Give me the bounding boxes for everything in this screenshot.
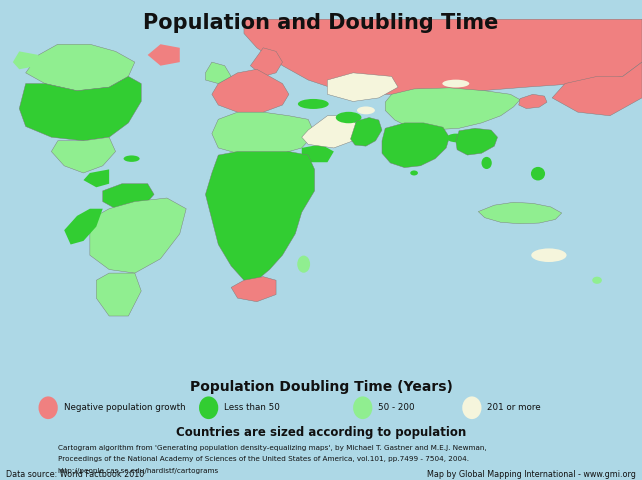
- Polygon shape: [26, 44, 135, 91]
- Polygon shape: [244, 19, 642, 94]
- Text: Population Doubling Time (Years): Population Doubling Time (Years): [189, 380, 453, 394]
- Polygon shape: [250, 48, 282, 76]
- Ellipse shape: [442, 80, 469, 87]
- Text: http://people.cas.sc.edu/hardistf/cartograms: http://people.cas.sc.edu/hardistf/cartog…: [58, 468, 219, 474]
- Polygon shape: [64, 209, 103, 244]
- Polygon shape: [205, 152, 315, 280]
- Ellipse shape: [447, 133, 465, 142]
- Text: Population and Doubling Time: Population and Doubling Time: [143, 13, 499, 34]
- Polygon shape: [385, 88, 520, 130]
- Ellipse shape: [39, 396, 58, 419]
- Polygon shape: [212, 112, 315, 155]
- Ellipse shape: [336, 112, 361, 123]
- Polygon shape: [51, 137, 116, 173]
- Ellipse shape: [462, 396, 482, 419]
- Polygon shape: [83, 169, 109, 187]
- Text: Proceedings of the National Academy of Sciences of the United States of America,: Proceedings of the National Academy of S…: [58, 456, 469, 462]
- Text: Negative population growth: Negative population growth: [64, 403, 185, 412]
- Ellipse shape: [357, 107, 375, 114]
- Polygon shape: [302, 116, 360, 148]
- Polygon shape: [231, 276, 276, 302]
- Polygon shape: [96, 273, 141, 316]
- Polygon shape: [382, 123, 449, 168]
- Polygon shape: [351, 118, 382, 146]
- Text: Cartogram algorithm from 'Generating population density-equalizing maps', by Mic: Cartogram algorithm from 'Generating pop…: [58, 445, 487, 451]
- Text: Less than 50: Less than 50: [224, 403, 280, 412]
- Polygon shape: [327, 73, 398, 101]
- Ellipse shape: [199, 396, 218, 419]
- Text: Map by Global Mapping International - www.gmi.org: Map by Global Mapping International - ww…: [427, 470, 636, 479]
- Ellipse shape: [410, 170, 418, 176]
- Polygon shape: [478, 202, 562, 224]
- Polygon shape: [90, 198, 186, 273]
- Ellipse shape: [531, 167, 545, 180]
- Polygon shape: [148, 44, 180, 66]
- Ellipse shape: [297, 255, 310, 273]
- Text: 50 - 200: 50 - 200: [378, 403, 415, 412]
- Ellipse shape: [592, 276, 602, 284]
- Polygon shape: [456, 128, 498, 155]
- Ellipse shape: [298, 99, 329, 109]
- Polygon shape: [19, 76, 141, 141]
- Polygon shape: [205, 62, 231, 84]
- Polygon shape: [212, 69, 289, 112]
- Ellipse shape: [353, 396, 372, 419]
- Text: Countries are sized according to population: Countries are sized according to populat…: [176, 426, 466, 439]
- Text: 201 or more: 201 or more: [487, 403, 541, 412]
- Text: Data source: World Factbook 2010: Data source: World Factbook 2010: [6, 470, 144, 479]
- Polygon shape: [302, 144, 334, 162]
- Ellipse shape: [123, 156, 139, 162]
- Polygon shape: [519, 94, 547, 108]
- Ellipse shape: [532, 249, 566, 262]
- Polygon shape: [13, 51, 39, 69]
- Polygon shape: [552, 62, 642, 116]
- Polygon shape: [103, 184, 154, 209]
- Ellipse shape: [482, 157, 492, 169]
